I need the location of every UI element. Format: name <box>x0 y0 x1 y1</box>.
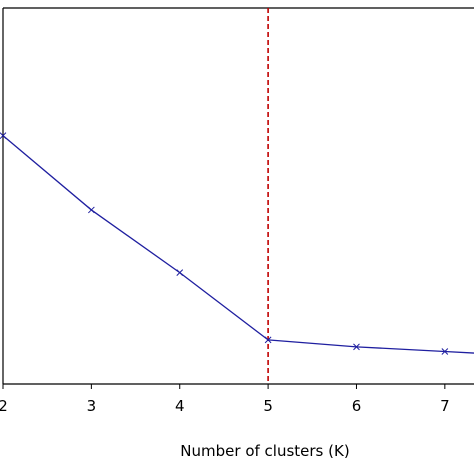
x-tick-label: 5 <box>263 397 273 415</box>
data-point <box>353 343 360 351</box>
x-tick-label: 6 <box>352 397 362 415</box>
series-line <box>2 135 474 354</box>
marker-stroke <box>88 206 95 214</box>
data-point <box>176 269 184 276</box>
data-point <box>0 132 7 140</box>
marker-stroke <box>176 269 184 276</box>
data-point <box>264 336 272 344</box>
x-tick-label: 2 <box>0 397 8 415</box>
data-point <box>88 206 95 214</box>
marker-stroke <box>353 343 360 351</box>
marker-stroke <box>264 336 272 344</box>
x-axis-label: Number of clusters (K) <box>180 442 349 460</box>
data-point <box>441 348 449 355</box>
x-tick-label: 7 <box>440 397 450 415</box>
x-tick-label: 4 <box>175 397 185 415</box>
marker-stroke <box>441 348 449 355</box>
marker-stroke <box>0 132 7 140</box>
x-tick-label: 3 <box>87 397 97 415</box>
